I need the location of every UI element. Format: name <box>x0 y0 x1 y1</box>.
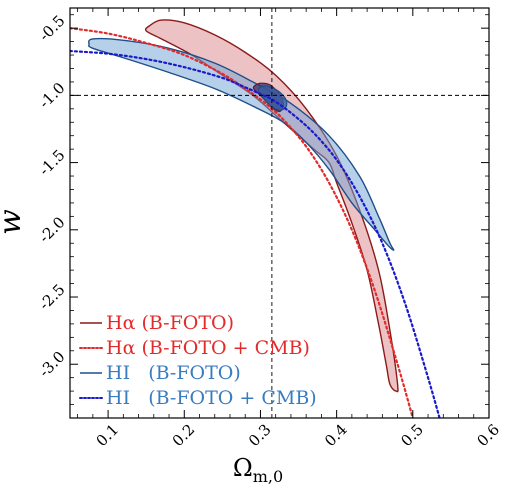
x-axis-title-main: Ω <box>233 454 253 482</box>
y-tick-label: -2.5 <box>35 280 68 313</box>
legend-label-3: HI (B-FOTO + CMB) <box>106 387 317 409</box>
y-tick-label: -3.0 <box>35 348 68 381</box>
contour-hi <box>88 37 395 251</box>
legend-label-1: Hα (B-FOTO + CMB) <box>106 337 310 359</box>
x-axis-title-subscript: m,0 <box>253 467 283 486</box>
x-tick-label: 0.6 <box>473 420 503 450</box>
y-tick-label: -1.5 <box>35 146 68 179</box>
x-tick-label: 0.5 <box>397 420 427 450</box>
axes-frame <box>69 7 490 419</box>
y-tick-label: -0.5 <box>35 12 68 45</box>
x-tick-label: 0.3 <box>245 420 275 450</box>
x-axis-title: Ωm,0 <box>233 454 283 486</box>
y-axis-title: w <box>0 209 28 235</box>
x-tick-label: 0.2 <box>169 420 199 450</box>
axis-titles: w Ωm,0 <box>0 209 283 486</box>
x-tick-label: 0.4 <box>321 420 351 450</box>
legend-label-0: Hα (B-FOTO) <box>106 312 234 334</box>
legend: Hα (B-FOTO) Hα (B-FOTO + CMB) HI (B-FOTO) H… <box>79 312 317 409</box>
x-tick-label: 0.1 <box>93 420 123 450</box>
y-tick-label: -2.0 <box>35 213 68 246</box>
reference-lines <box>70 8 489 418</box>
y-tick-label: -1.0 <box>35 79 68 112</box>
legend-label-2: HI (B-FOTO) <box>106 362 241 384</box>
cmb-line-hi <box>70 49 441 418</box>
plot-frame <box>69 7 490 419</box>
